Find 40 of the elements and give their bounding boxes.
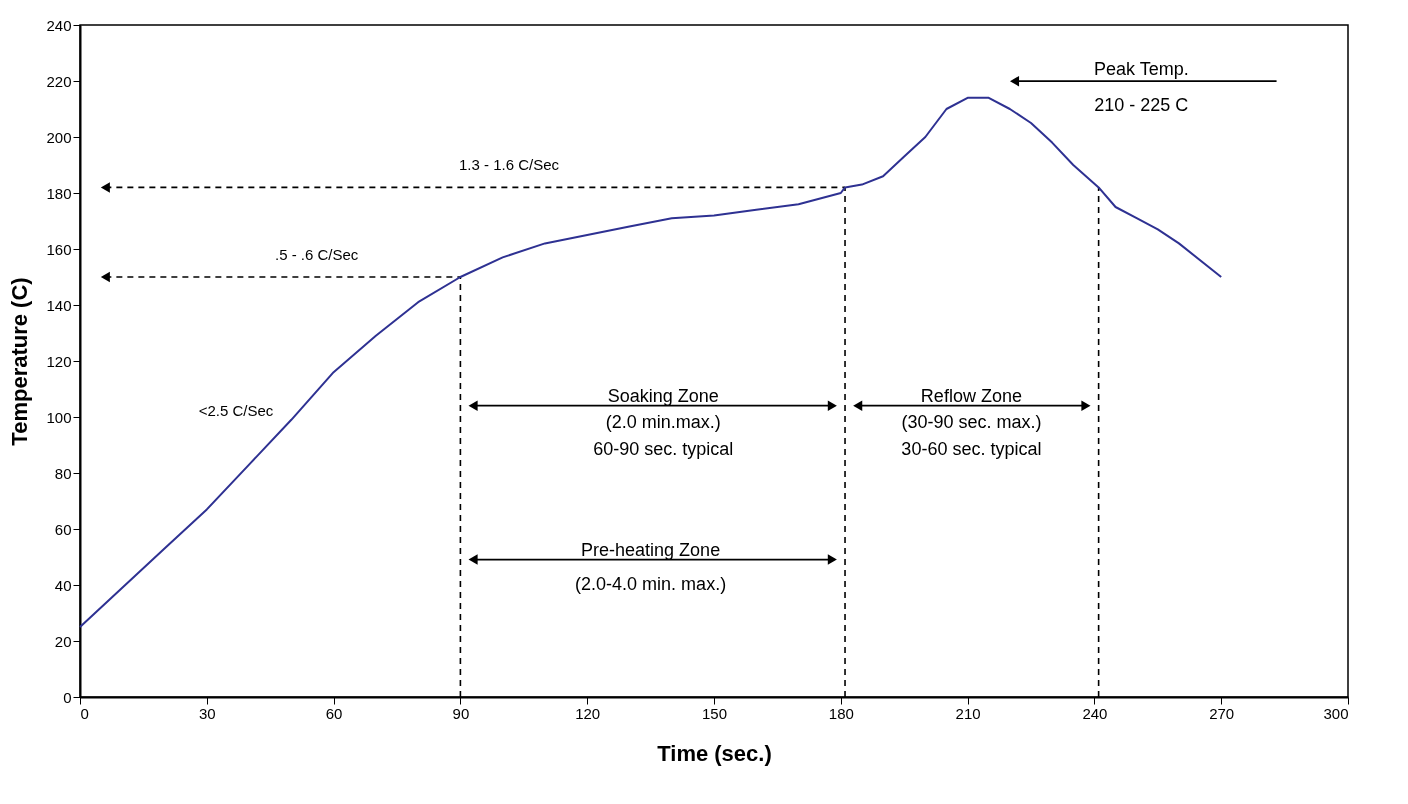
annotation: 30-60 sec. typical [901,439,1042,460]
x-tick-label: 180 [828,704,854,722]
x-tick-label: 300 [1323,704,1349,722]
annotation: Pre-heating Zone [581,540,721,561]
annotation: Soaking Zone [607,386,719,407]
annotation: <2.5 C/Sec [198,402,274,420]
x-axis-title: Time (sec.) [657,740,772,766]
annotation: Reflow Zone [920,386,1022,407]
y-tick-label: 20 [54,632,72,650]
x-tick-label: 150 [701,704,728,722]
annotation: Peak Temp. [1093,59,1189,80]
y-tick-label: 40 [54,576,72,594]
y-tick-label: 0 [63,688,72,706]
y-tick-label: 120 [46,352,72,370]
x-tick-label: 270 [1209,704,1235,722]
line-series [79,96,1223,628]
ref-line-label: .5 - .6 C/Sec [275,245,359,263]
annotation: (2.0 min.max.) [605,411,721,432]
y-tick-label: 60 [54,520,72,538]
annotation: (30-90 sec. max.) [901,411,1042,432]
y-tick-label: 180 [46,184,72,202]
x-tick-label: 120 [575,704,601,722]
x-tick-label: 0 [80,704,89,722]
y-axis-title: Temperature (C) [7,277,33,446]
annotation: 60-90 sec. typical [593,439,734,460]
y-tick-label: 200 [46,128,72,146]
x-tick-label: 240 [1082,704,1108,722]
ref-line-label: 1.3 - 1.6 C/Sec [458,156,560,173]
y-tick-label: 100 [46,408,72,426]
y-tick-label: 240 [46,16,72,34]
y-tick-label: 160 [46,240,72,258]
x-tick-label: 210 [955,704,981,722]
annotation: 210 - 225 C [1094,95,1189,116]
y-tick-label: 80 [54,464,72,482]
x-tick-label: 90 [452,704,470,722]
annotation: (2.0-4.0 min. max.) [575,573,727,594]
x-tick-label: 60 [325,704,343,722]
y-tick-label: 140 [46,296,72,314]
x-tick-label: 30 [198,704,216,722]
y-tick-label: 220 [46,72,72,90]
